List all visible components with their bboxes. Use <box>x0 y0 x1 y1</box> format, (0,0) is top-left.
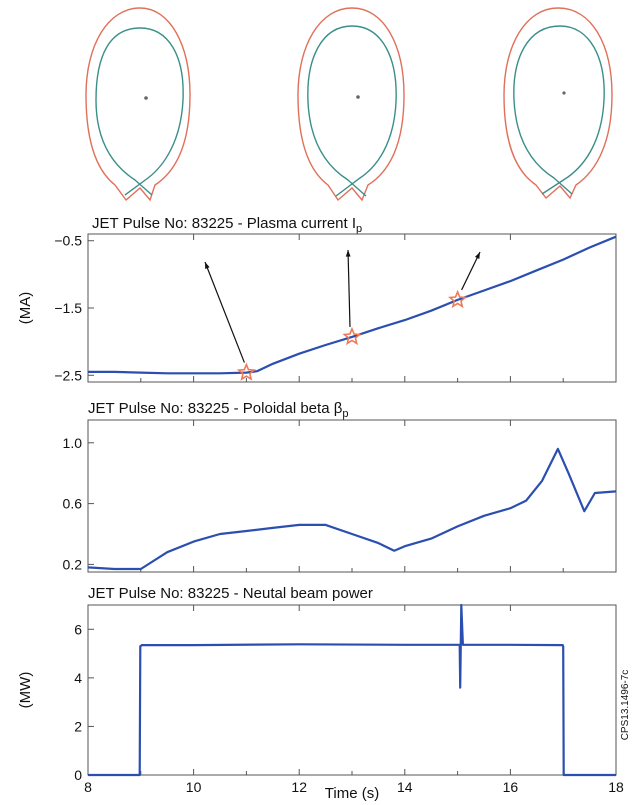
vessel-wall <box>297 7 405 202</box>
separatrix <box>513 25 605 195</box>
x-axis-label: Time (s) <box>325 785 379 802</box>
series-line <box>88 235 617 375</box>
plasma-current-panel: (MA) −2.5 −1.5 −0.5 <box>17 233 617 383</box>
x-tick-label: 16 <box>503 779 519 795</box>
time-marker-star <box>448 289 468 309</box>
poloidal-beta-panel: 0.2 0.6 1.0 <box>63 419 617 573</box>
x-axis: 8 10 12 14 16 18 <box>84 779 624 795</box>
x-tick-label: 12 <box>291 779 307 795</box>
panel1-title: JET Pulse No: 83225 - Plasma current Ip <box>92 215 362 235</box>
cross-section-2 <box>297 7 405 202</box>
y-tick-label: 0 <box>74 767 82 783</box>
panel1-frame <box>87 233 617 383</box>
y-tick-label: 0.6 <box>63 496 83 512</box>
panel3-frame <box>87 604 617 776</box>
y-tick-label: 2 <box>74 718 82 734</box>
arrow-line <box>347 249 351 327</box>
panel2-title: JET Pulse No: 83225 - Poloidal beta βp <box>88 400 348 420</box>
arrow-head <box>205 262 210 269</box>
figure-credit: CPS13.1496-7c <box>620 670 631 741</box>
panel1-ylabel: (MA) <box>17 292 34 325</box>
x-tick-label: 18 <box>608 779 624 795</box>
x-tick-label: 8 <box>84 779 92 795</box>
vessel-wall <box>85 7 191 202</box>
x-tick-label: 10 <box>186 779 202 795</box>
separatrix <box>95 27 184 196</box>
y-tick-label: −2.5 <box>54 367 82 383</box>
panel3-ylabel: (MW) <box>17 672 34 709</box>
magnetic-axis <box>562 91 566 95</box>
y-tick-label: 6 <box>74 621 82 637</box>
arrow-head <box>345 250 351 257</box>
separatrix <box>307 25 397 197</box>
magnetic-axis <box>356 95 360 99</box>
panel3-title: JET Pulse No: 83225 - Neutal beam power <box>88 585 373 602</box>
cross-section-1 <box>85 7 191 202</box>
y-tick-label: −0.5 <box>54 233 82 249</box>
arrow-line <box>461 251 481 291</box>
x-tick-label: 14 <box>397 779 413 795</box>
y-tick-label: 4 <box>74 670 82 686</box>
arrow-head <box>475 252 480 259</box>
panel2-frame <box>87 419 617 573</box>
cross-section-3 <box>503 7 613 200</box>
neutral-beam-power-panel: (MW) 0 2 4 6 <box>17 603 617 783</box>
arrow-line <box>204 261 245 363</box>
y-tick-label: −1.5 <box>54 300 82 316</box>
vessel-wall <box>503 7 613 200</box>
magnetic-axis <box>144 96 148 100</box>
y-tick-label: 1.0 <box>63 435 83 451</box>
series-line <box>88 603 616 777</box>
time-marker-star <box>342 326 362 346</box>
time-marker-star <box>236 362 256 381</box>
series-line <box>87 447 617 571</box>
y-tick-label: 0.2 <box>63 556 83 572</box>
